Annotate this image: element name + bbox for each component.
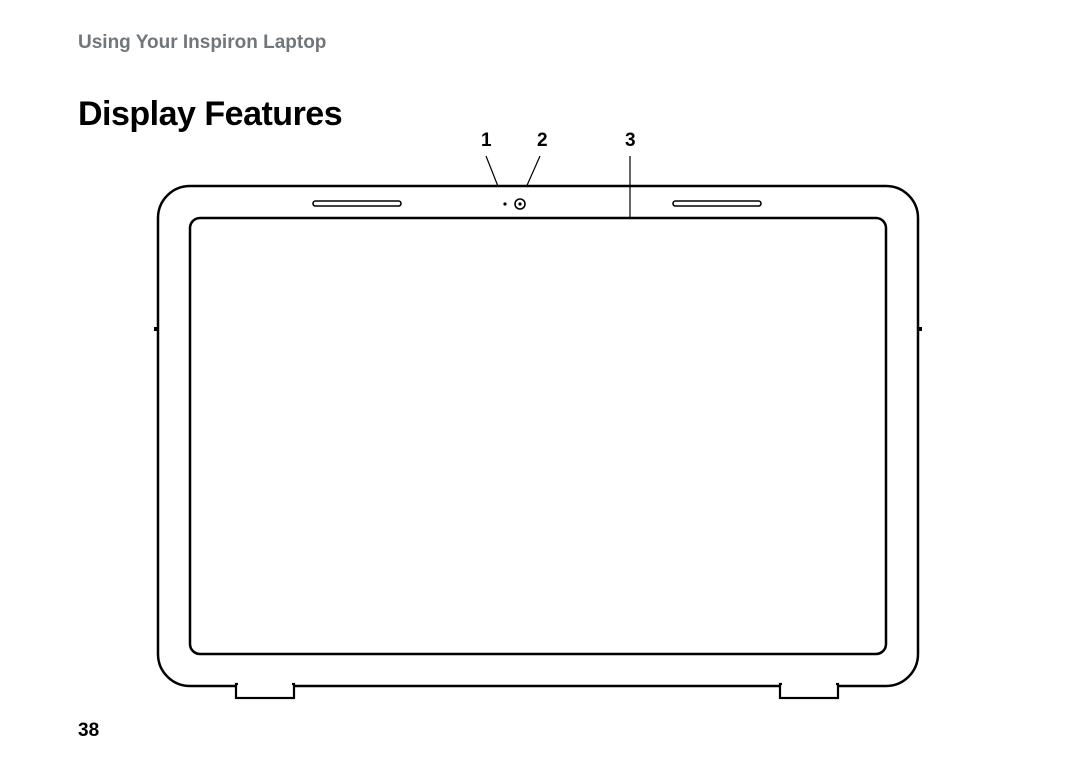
laptop-display-diagram — [78, 122, 998, 702]
camera-lens-dot — [518, 202, 521, 205]
side-bump-left — [154, 327, 158, 331]
inner-screen — [190, 218, 886, 654]
manual-page: Using Your Inspiron Laptop Display Featu… — [0, 0, 1080, 766]
page-number: 38 — [78, 720, 99, 742]
camera-indicator-led — [503, 202, 506, 205]
hinge-notch-right-mask — [782, 682, 836, 687]
side-bump-right — [918, 327, 922, 331]
section-title: Using Your Inspiron Laptop — [78, 32, 326, 54]
hinge-notch-left-mask — [238, 682, 292, 687]
